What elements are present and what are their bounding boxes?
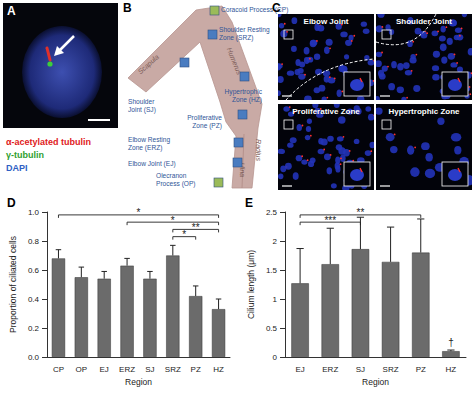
svg-text:2: 2: [273, 237, 278, 246]
svg-text:SJ: SJ: [145, 365, 154, 374]
svg-text:Scapula: Scapula: [137, 53, 161, 76]
svg-text:α-acetylated tubulin: α-acetylated tubulin: [6, 137, 91, 147]
svg-text:Coracoid Process (CP): Coracoid Process (CP): [221, 6, 289, 13]
svg-text:Olecranon: Olecranon: [156, 172, 187, 179]
svg-text:*: *: [171, 215, 175, 226]
svg-text:**: **: [357, 207, 365, 218]
svg-text:SRZ: SRZ: [383, 365, 399, 374]
svg-text:***: ***: [324, 215, 336, 226]
svg-text:B: B: [123, 1, 132, 15]
svg-text:C: C: [272, 1, 281, 15]
svg-text:Zone (SRZ): Zone (SRZ): [219, 34, 253, 42]
svg-text:Hypertrophic Zone: Hypertrophic Zone: [388, 107, 460, 116]
svg-text:A: A: [7, 4, 16, 18]
svg-text:EJ: EJ: [295, 365, 304, 374]
svg-text:0.2: 0.2: [28, 324, 40, 333]
svg-text:1: 1: [273, 295, 278, 304]
svg-text:Region: Region: [362, 377, 389, 387]
svg-text:Proportion of ciliated cells: Proportion of ciliated cells: [8, 236, 18, 333]
svg-text:†: †: [448, 337, 454, 348]
svg-text:Shoulder Joint: Shoulder Joint: [396, 17, 452, 26]
svg-text:0.5: 0.5: [266, 324, 278, 333]
svg-text:SRZ: SRZ: [165, 365, 181, 374]
svg-text:OP: OP: [76, 365, 88, 374]
svg-text:Proliferative: Proliferative: [187, 114, 222, 121]
svg-text:HZ: HZ: [446, 365, 457, 374]
svg-text:DAPI: DAPI: [6, 163, 28, 173]
svg-text:CP: CP: [53, 365, 64, 374]
svg-text:Shoulder: Shoulder: [128, 98, 155, 105]
svg-text:HZ: HZ: [213, 365, 224, 374]
svg-text:0.0: 0.0: [28, 353, 40, 362]
svg-text:Process (OP): Process (OP): [156, 180, 196, 188]
svg-text:γ-tubulin: γ-tubulin: [6, 150, 44, 160]
svg-text:Zone (HZ): Zone (HZ): [232, 96, 262, 104]
svg-text:Elbow Resting: Elbow Resting: [128, 136, 171, 143]
svg-text:Zone (PZ): Zone (PZ): [192, 122, 222, 130]
svg-text:D: D: [7, 196, 16, 210]
svg-text:Hypertrophic: Hypertrophic: [224, 88, 262, 95]
svg-text:PZ: PZ: [416, 365, 426, 374]
svg-text:Proliferative Zone: Proliferative Zone: [292, 107, 360, 116]
svg-text:Humerus: Humerus: [226, 47, 243, 76]
svg-text:PZ: PZ: [191, 365, 201, 374]
svg-text:0: 0: [273, 353, 278, 362]
svg-text:*: *: [182, 229, 186, 240]
svg-text:ERZ: ERZ: [322, 365, 338, 374]
svg-text:Zone (ERZ): Zone (ERZ): [128, 144, 162, 152]
svg-text:**: **: [192, 222, 200, 233]
svg-text:0.6: 0.6: [28, 266, 40, 275]
svg-text:0.8: 0.8: [28, 237, 40, 246]
svg-text:1.5: 1.5: [266, 266, 278, 275]
svg-text:0.4: 0.4: [28, 295, 40, 304]
svg-text:1.0: 1.0: [28, 208, 40, 217]
svg-text:2.5: 2.5: [266, 208, 278, 217]
svg-text:Elbow Joint (EJ): Elbow Joint (EJ): [128, 160, 176, 168]
svg-text:Ulna: Ulna: [238, 162, 247, 178]
svg-text:SJ: SJ: [356, 365, 365, 374]
svg-text:Region: Region: [125, 377, 152, 387]
svg-text:Elbow Joint: Elbow Joint: [304, 17, 349, 26]
svg-text:ERZ: ERZ: [119, 365, 135, 374]
svg-text:Shoulder Resting: Shoulder Resting: [219, 26, 270, 33]
svg-text:*: *: [137, 207, 141, 218]
svg-text:Cilium length (μm): Cilium length (μm): [246, 250, 256, 319]
svg-text:EJ: EJ: [100, 365, 109, 374]
svg-text:Radius: Radius: [255, 139, 262, 161]
svg-text:Joint (SJ): Joint (SJ): [128, 106, 156, 114]
svg-text:E: E: [245, 196, 253, 210]
